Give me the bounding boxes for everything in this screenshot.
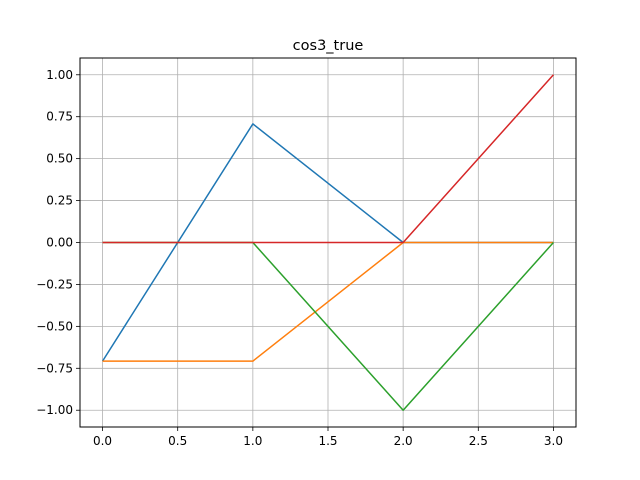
- x-tick-label: 0.5: [168, 434, 187, 448]
- chart-title: cos3_true: [293, 38, 364, 54]
- y-tick-label: 0.00: [46, 236, 73, 250]
- x-tick-label: 0.0: [93, 434, 112, 448]
- x-axis: 0.0 0.5 1.0 1.5 2.0 2.5 3.0: [93, 427, 563, 448]
- y-tick-label: −1.00: [36, 403, 73, 417]
- x-tick-label: 1.5: [318, 434, 337, 448]
- y-tick-label: −0.50: [36, 319, 73, 333]
- y-tick-label: 0.75: [46, 110, 73, 124]
- y-tick-label: 0.25: [46, 194, 73, 208]
- y-axis: 1.00 0.75 0.50 0.25 0.00 −0.25 −0.50 −0.75 −1.00: [36, 68, 80, 417]
- y-tick-label: −0.25: [36, 277, 73, 291]
- x-tick-label: 3.0: [544, 434, 563, 448]
- x-tick-label: 1.0: [243, 434, 262, 448]
- y-tick-label: 1.00: [46, 68, 73, 82]
- series-group: [101, 74, 555, 411]
- series-line-4: [102, 74, 555, 244]
- x-tick-label: 2.5: [469, 434, 488, 448]
- y-tick-label: 0.50: [46, 152, 73, 166]
- y-tick-label: −0.75: [36, 361, 73, 375]
- x-tick-label: 2.0: [394, 434, 413, 448]
- series-line-2: [102, 241, 554, 362]
